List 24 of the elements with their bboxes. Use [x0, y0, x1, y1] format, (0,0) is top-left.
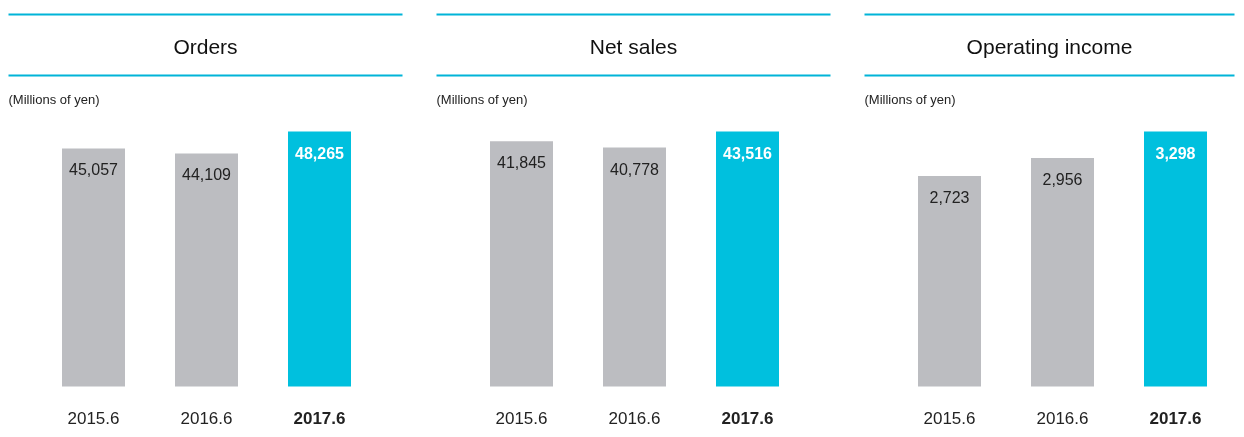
data-label: 44,109: [182, 166, 232, 184]
x-tick-label: 2016.6: [180, 408, 233, 428]
x-tick-label: 2015.6: [495, 408, 548, 428]
data-label: 43,516: [723, 144, 773, 162]
data-label: 41,845: [497, 154, 547, 172]
x-tick-label: 2016.6: [1036, 408, 1089, 428]
chart-subtitle: (Millions of yen): [8, 92, 100, 107]
chart-title: Orders: [173, 35, 238, 58]
x-tick-label: 2017.6: [721, 408, 774, 428]
x-tick-label: 2015.6: [67, 408, 120, 428]
chart-title: Operating income: [966, 35, 1133, 58]
chart-subtitle: (Millions of yen): [436, 92, 528, 107]
data-label: 2,723: [929, 188, 970, 206]
x-tick-label: 2016.6: [608, 408, 661, 428]
data-label: 48,265: [295, 144, 345, 162]
x-tick-label: 2017.6: [293, 408, 346, 428]
chart-title: Net sales: [589, 35, 678, 58]
data-label: 40,778: [610, 160, 660, 178]
data-label: 3,298: [1155, 144, 1196, 162]
data-label: 45,057: [69, 161, 119, 179]
chart-subtitle: (Millions of yen): [864, 92, 956, 107]
data-label: 2,956: [1042, 170, 1083, 188]
x-tick-label: 2015.6: [923, 408, 976, 428]
x-tick-label: 2017.6: [1149, 408, 1202, 428]
